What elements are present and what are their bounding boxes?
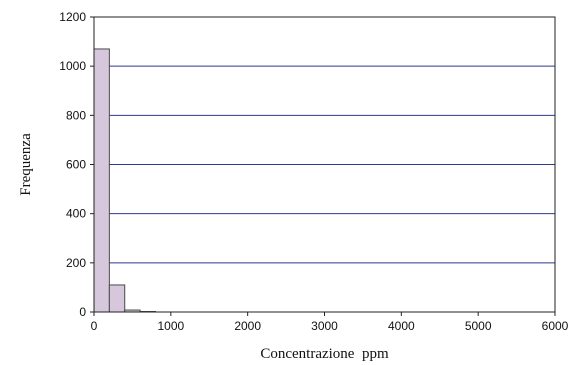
x-tick-label-5000: 5000 <box>465 319 492 333</box>
y-axis-title: Frequenza <box>18 133 34 196</box>
x-tick-label-1000: 1000 <box>157 319 184 333</box>
grid-lines <box>94 65 555 264</box>
y-tick-label-200: 200 <box>66 256 86 270</box>
histogram-bar-1 <box>108 284 126 313</box>
x-axis-title: Concentrazione ppm <box>260 346 389 362</box>
x-tick-label-6000: 6000 <box>542 319 569 333</box>
y-tick-label-800: 800 <box>66 108 86 122</box>
y-tick-label-600: 600 <box>66 158 86 172</box>
y-tick-label-0: 0 <box>79 305 86 319</box>
histogram-bar-0 <box>93 48 110 313</box>
y-tick-label-1000: 1000 <box>59 59 86 73</box>
y-tick-label-400: 400 <box>66 207 86 221</box>
x-tick-label-0: 0 <box>91 319 98 333</box>
y-axis-ticks: 0 200 400 600 800 1000 1200 <box>59 10 94 319</box>
histogram-bars <box>93 48 156 313</box>
x-tick-label-4000: 4000 <box>388 319 415 333</box>
x-tick-label-2000: 2000 <box>234 319 261 333</box>
x-tick-label-3000: 3000 <box>311 319 338 333</box>
x-axis-ticks: 0 1000 2000 3000 4000 5000 6000 <box>91 312 569 333</box>
y-tick-label-1200: 1200 <box>59 10 86 24</box>
